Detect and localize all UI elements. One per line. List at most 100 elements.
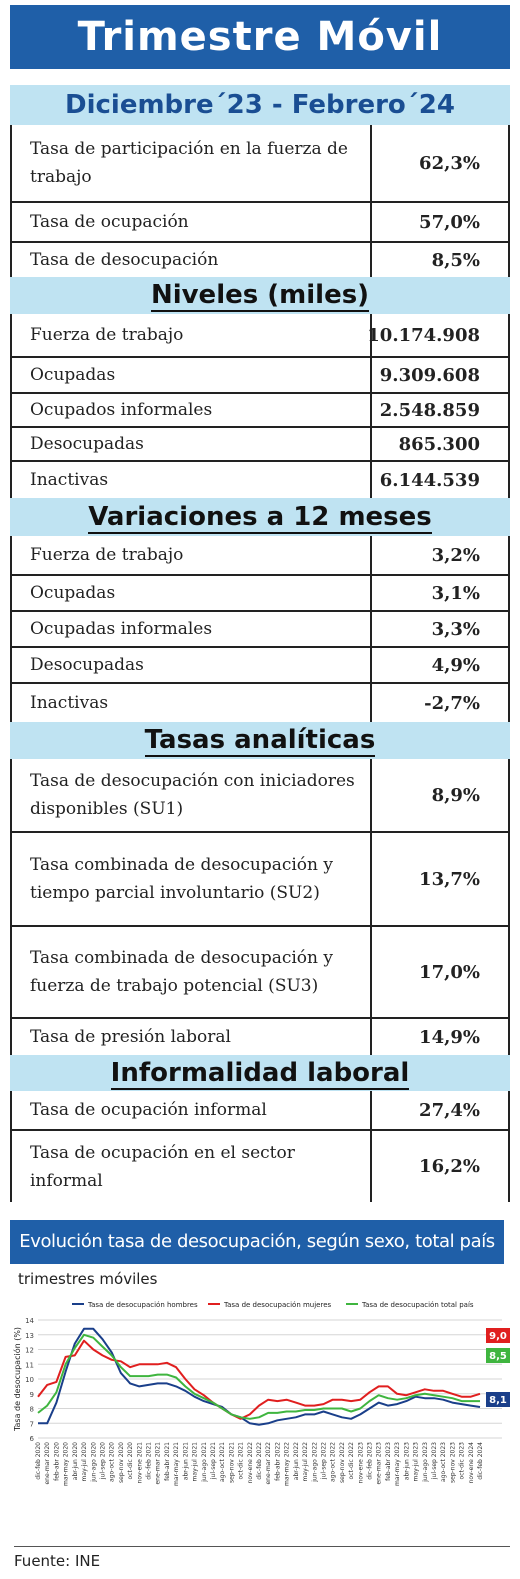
- row-label: Fuerza de trabajo: [30, 545, 184, 565]
- end-label: 8,1: [489, 1395, 507, 1406]
- row-value: 3,1%: [370, 576, 508, 610]
- period-header: Diciembre´23 - Febrero´24: [10, 85, 510, 125]
- x-tick-label: sep-nov 2022: [339, 1442, 346, 1483]
- row-label: Tasa de ocupación informal: [30, 1100, 267, 1120]
- row-label: Desocupadas: [30, 434, 144, 454]
- x-tick-label: may-jul 2021: [192, 1442, 199, 1482]
- source-note: Fuente: INE: [14, 1552, 101, 1570]
- x-tick-label: feb-abr 2020: [53, 1442, 60, 1481]
- row-value: 57,0%: [370, 203, 508, 241]
- y-axis-label: Tasa de desocupación (%): [12, 1327, 22, 1432]
- x-tick-label: jun-ago 2020: [90, 1442, 97, 1483]
- x-tick-label: dic-feb 2021: [146, 1442, 153, 1480]
- x-tick-label: ene-mar 2023: [376, 1442, 383, 1485]
- x-tick-label: oct-dic 2022: [348, 1442, 355, 1480]
- x-tick-label: abr-jun 2020: [72, 1442, 79, 1480]
- row-value: 8,5%: [370, 243, 508, 277]
- x-tick-label: may-jul 2022: [302, 1442, 309, 1482]
- x-tick-label: feb-abr 2023: [385, 1442, 392, 1481]
- divider: [14, 1546, 510, 1547]
- table-row: Tasa de desocupación 8,5%: [12, 243, 508, 277]
- x-tick-label: ene-mar 2022: [265, 1442, 272, 1485]
- x-tick-label: ago-oct 2022: [330, 1442, 337, 1482]
- x-tick-label: ago-oct 2021: [219, 1442, 226, 1482]
- x-tick-label: dic-feb 2020: [35, 1442, 42, 1480]
- x-tick-label: oct-dic 2021: [238, 1442, 245, 1480]
- table-row: Tasa de participación en la fuerza de tr…: [12, 125, 508, 203]
- table-row: Tasa de ocupación informal 27,4%: [12, 1091, 508, 1131]
- x-tick-label: ago-oct 2023: [440, 1442, 447, 1482]
- x-tick-label: mar-may 2022: [284, 1442, 291, 1486]
- section-informalidad: Informalidad laboral: [10, 1055, 510, 1091]
- y-tick-label: 11: [25, 1361, 34, 1369]
- row-value: 8,9%: [370, 759, 508, 831]
- row-value: 865.300: [370, 428, 508, 460]
- table-row: Desocupadas 865.300: [12, 428, 508, 462]
- row-label: Ocupadas informales: [30, 619, 213, 639]
- y-tick-label: 7: [30, 1420, 34, 1428]
- row-label: Tasa de ocupación en el sector informal: [30, 1142, 295, 1191]
- page-title: Trimestre Móvil: [10, 5, 510, 69]
- row-label: Tasa de ocupación: [30, 212, 189, 232]
- row-label: Desocupadas: [30, 655, 144, 675]
- x-tick-label: jul-sep 2020: [99, 1442, 106, 1480]
- table-row: Ocupadas informales 3,3%: [12, 612, 508, 648]
- x-tick-label: oct-dic 2020: [127, 1442, 134, 1480]
- y-tick-label: 12: [25, 1347, 34, 1355]
- row-value: 4,9%: [370, 648, 508, 682]
- row-label: Tasa de desocupación: [30, 250, 219, 270]
- x-tick-label: sep-nov 2020: [118, 1442, 125, 1483]
- row-label: Ocupados informales: [30, 400, 213, 420]
- row-label: Fuerza de trabajo: [30, 325, 184, 345]
- end-label-box: [486, 1348, 510, 1363]
- x-tick-label: jun-ago 2022: [311, 1442, 318, 1483]
- legend-label: Tasa de desocupación total país: [361, 1301, 474, 1309]
- x-tick-label: ago-oct 2020: [109, 1442, 116, 1482]
- y-tick-label: 9: [30, 1391, 34, 1399]
- x-tick-label: mar-may 2020: [63, 1442, 70, 1486]
- row-value: 9.309.608: [370, 358, 508, 392]
- x-tick-label: mar-may 2023: [394, 1442, 401, 1486]
- row-value: 3,3%: [370, 612, 508, 646]
- x-tick-label: nov-ene 2022: [247, 1442, 254, 1484]
- row-value: 2.548.859: [370, 394, 508, 426]
- legend-label: Tasa de desocupación mujeres: [223, 1301, 332, 1309]
- row-value: 6.144.539: [370, 462, 508, 498]
- x-tick-label: jun-ago 2023: [422, 1442, 429, 1483]
- x-tick-label: ene-mar 2021: [155, 1442, 162, 1485]
- table-row: Fuerza de trabajo 3,2%: [12, 536, 508, 576]
- row-label: Tasa de participación en la fuerza de tr…: [30, 139, 348, 187]
- row-label: Tasa de desocupación con iniciadores dis…: [30, 771, 355, 819]
- x-tick-label: nov-ene 2023: [357, 1442, 364, 1484]
- y-tick-label: 13: [25, 1332, 34, 1340]
- x-tick-label: dic-feb 2023: [367, 1442, 374, 1480]
- row-value: 13,7%: [370, 833, 508, 925]
- x-tick-label: nov-ene 2021: [136, 1442, 143, 1484]
- row-label: Ocupadas: [30, 365, 116, 385]
- x-tick-label: may-jul 2020: [81, 1442, 88, 1482]
- y-tick-label: 10: [25, 1376, 34, 1384]
- row-label: Ocupadas: [30, 583, 116, 603]
- row-value: 16,2%: [370, 1131, 508, 1202]
- table-row: Fuerza de trabajo 10.174.908: [12, 314, 508, 358]
- table-row: Inactivas -2,7%: [12, 684, 508, 722]
- series-line: [38, 1327, 481, 1426]
- y-tick-label: 8: [30, 1406, 34, 1414]
- row-value: 10.174.908: [367, 314, 508, 356]
- end-label: 9,0: [489, 1331, 507, 1342]
- x-tick-label: jun-ago 2021: [201, 1442, 208, 1483]
- section-variaciones: Variaciones a 12 meses: [10, 498, 510, 536]
- x-tick-label: oct-dic 2023: [459, 1442, 466, 1480]
- table-row: Ocupadas 9.309.608: [12, 358, 508, 394]
- x-tick-label: sep-nov 2023: [449, 1442, 456, 1483]
- x-tick-label: jul-sep 2022: [320, 1442, 327, 1480]
- x-tick-label: ene-mar 2020: [44, 1442, 51, 1485]
- series-line: [37, 1339, 481, 1420]
- x-tick-label: feb-abr 2021: [164, 1442, 171, 1481]
- row-value: 17,0%: [370, 927, 508, 1017]
- y-tick-label: 14: [25, 1317, 34, 1325]
- x-tick-label: abr-jun 2022: [293, 1442, 300, 1480]
- section-niveles: Niveles (miles): [10, 277, 510, 314]
- row-value: 14,9%: [370, 1019, 508, 1055]
